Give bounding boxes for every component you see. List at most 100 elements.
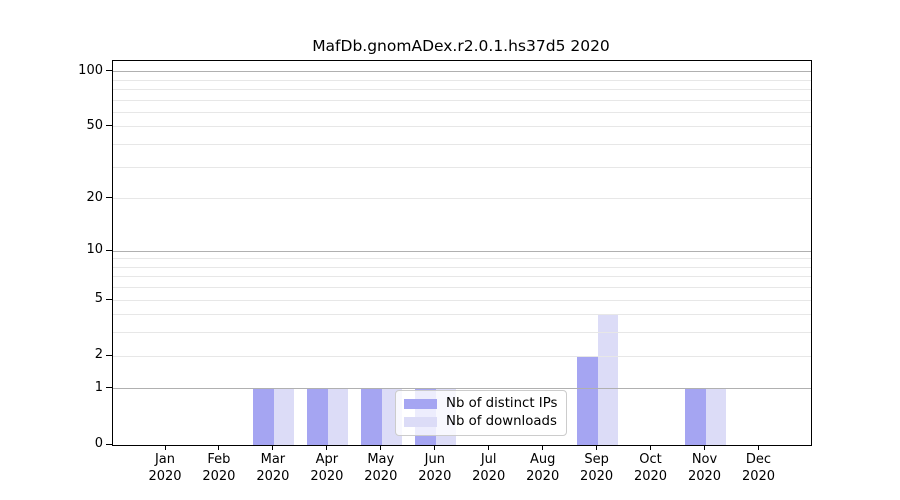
x-tick-label: Oct 2020: [621, 452, 681, 485]
x-tick-month: Apr: [315, 452, 339, 467]
x-tick-label: Nov 2020: [675, 452, 735, 485]
x-tick-month: Jan: [154, 452, 176, 467]
x-tick-mark: [704, 445, 705, 450]
minor-gridline: [113, 266, 811, 268]
x-tick-mark: [596, 445, 598, 450]
bar-distinct-ips: [577, 356, 598, 445]
x-tick-mark: [758, 445, 759, 450]
minor-gridline: [113, 299, 811, 301]
x-tick-label: Sep 2020: [567, 452, 627, 485]
legend-label: Nb of distinct IPs: [446, 396, 558, 411]
x-tick-mark: [434, 445, 436, 450]
x-tick-mark: [542, 445, 544, 450]
bar-distinct-ips: [253, 388, 274, 445]
bar-downloads: [327, 388, 349, 445]
plot-area: [112, 60, 812, 446]
y-tick-label: 100: [78, 62, 103, 78]
x-tick-month: Jul: [480, 452, 497, 467]
x-tick-year: 2020: [526, 468, 560, 484]
x-tick-label: Jun 2020: [405, 452, 465, 485]
legend-item: Nb of distinct IPs: [404, 396, 557, 411]
legend-item: Nb of downloads: [404, 414, 557, 429]
minor-gridline: [113, 88, 811, 90]
legend-swatch: [404, 416, 437, 427]
x-tick-month: Jun: [424, 452, 445, 467]
x-tick-mark: [326, 445, 328, 450]
x-tick-label: Dec 2020: [729, 452, 789, 485]
x-tick-month: Aug: [529, 452, 556, 467]
x-tick-month: Dec: [745, 452, 772, 467]
y-tick-mark: [106, 387, 112, 389]
x-tick-year: 2020: [687, 468, 722, 484]
minor-gridline: [113, 258, 811, 260]
minor-gridline: [113, 355, 811, 357]
minor-gridline: [113, 287, 811, 289]
major-gridline: [113, 388, 811, 390]
y-tick-mark: [106, 197, 112, 199]
bar-distinct-ips: [307, 388, 328, 445]
x-tick-month: Mar: [260, 452, 286, 467]
x-tick-month: Sep: [584, 452, 609, 467]
y-tick-mark: [106, 443, 112, 445]
x-tick-label: Apr 2020: [297, 452, 357, 485]
y-tick-label: 0: [94, 436, 103, 451]
x-tick-mark: [272, 445, 274, 450]
x-tick-mark: [488, 445, 490, 450]
x-tick-mark: [380, 445, 382, 450]
major-gridline: [113, 71, 811, 73]
legend: Nb of distinct IPs Nb of downloads: [395, 390, 568, 436]
minor-gridline: [113, 332, 811, 334]
y-tick-mark: [106, 249, 112, 251]
minor-gridline: [113, 111, 811, 113]
x-tick-year: 2020: [310, 468, 344, 484]
x-tick-year: 2020: [148, 468, 182, 484]
x-tick-mark: [164, 445, 166, 450]
x-tick-month: Nov: [691, 452, 718, 467]
x-tick-label: Feb 2020: [189, 452, 249, 485]
x-tick-mark: [218, 445, 220, 450]
y-tick-mark: [106, 298, 112, 300]
x-tick-label: Jul 2020: [459, 452, 519, 485]
y-tick-label: 50: [86, 117, 103, 133]
bar-downloads: [705, 388, 726, 445]
x-tick-year: 2020: [202, 468, 236, 484]
y-tick-label: 10: [86, 242, 103, 257]
minor-gridline: [113, 79, 811, 81]
minor-gridline: [113, 99, 811, 101]
x-tick-year: 2020: [580, 468, 614, 484]
x-tick-label: May 2020: [351, 452, 411, 485]
major-gridline: [113, 250, 811, 252]
y-tick-label: 2: [94, 347, 103, 363]
x-tick-label: Mar 2020: [243, 452, 303, 485]
x-tick-year: 2020: [633, 468, 668, 484]
minor-gridline: [113, 144, 811, 145]
y-tick-mark: [106, 125, 112, 127]
bar-distinct-ips: [685, 388, 706, 445]
bar-downloads: [597, 314, 619, 445]
y-tick-label: 1: [94, 379, 103, 395]
x-tick-year: 2020: [418, 468, 452, 484]
y-tick-label: 5: [94, 291, 103, 306]
legend-label: Nb of downloads: [446, 414, 557, 429]
x-tick-year: 2020: [472, 468, 506, 484]
chart-title: MafDb.gnomADex.r2.0.1.hs37d5 2020: [312, 37, 610, 55]
minor-gridline: [113, 166, 811, 168]
minor-gridline: [113, 198, 811, 200]
x-tick-label: Aug 2020: [513, 452, 573, 485]
minor-gridline: [113, 126, 811, 128]
y-tick-mark: [106, 354, 112, 356]
y-tick-mark: [106, 70, 112, 72]
y-tick-label: 20: [86, 189, 103, 205]
x-tick-mark: [650, 445, 651, 450]
x-tick-month: Oct: [639, 452, 662, 467]
x-tick-year: 2020: [256, 468, 290, 484]
x-tick-month: May: [367, 452, 395, 467]
x-tick-year: 2020: [364, 468, 398, 484]
legend-swatch: [404, 398, 437, 409]
minor-gridline: [113, 314, 811, 316]
x-tick-month: Feb: [207, 452, 231, 467]
bar-downloads: [273, 388, 295, 445]
x-tick-label: Jan 2020: [135, 452, 195, 485]
bar-distinct-ips: [361, 388, 382, 445]
